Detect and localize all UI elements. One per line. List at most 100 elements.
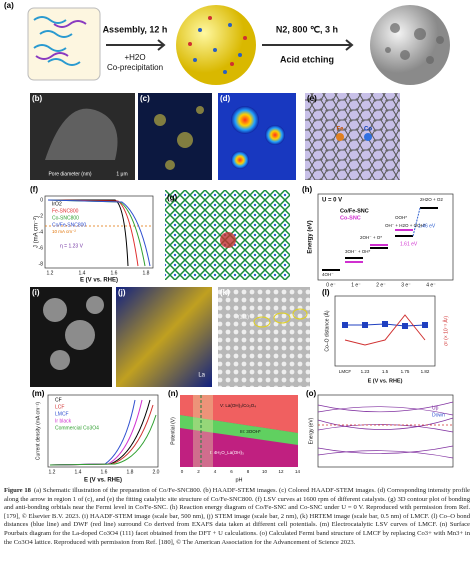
label: N2, 800 ℃, 3 h — [276, 24, 338, 34]
label: 1.4 — [75, 469, 82, 475]
label: 10 mA cm⁻² — [52, 229, 76, 234]
label: Acid etching — [280, 54, 334, 64]
sphere — [176, 5, 256, 85]
label: Fe — [336, 127, 344, 133]
image-c — [138, 93, 212, 180]
label: 2 e⁻ — [376, 282, 386, 288]
image-j — [116, 287, 212, 387]
label: U = 0 V — [322, 198, 342, 204]
arrow — [106, 39, 166, 51]
label: Co-SNC800 — [52, 215, 79, 221]
axes-l — [334, 295, 436, 367]
label: OH⁻ + H2O + OOH* — [385, 223, 426, 228]
label: Down — [432, 412, 445, 418]
label: 1.8 — [127, 469, 134, 475]
label: 3OH⁻ + OH* — [345, 249, 371, 254]
label: 3 e⁻ — [401, 282, 411, 288]
label: Potential (V) — [170, 417, 176, 445]
label: 1 e⁻ — [351, 282, 361, 288]
label: -6 — [39, 245, 44, 251]
caption: Figure 18 (a) Schematic illustration of t… — [4, 487, 470, 547]
label: 1 μm — [116, 171, 127, 177]
panel-label: (c) — [140, 94, 150, 103]
panel-label: (g) — [167, 193, 178, 202]
label: Up — [432, 405, 439, 411]
label: 14 — [295, 469, 301, 474]
label: 10 — [262, 469, 268, 474]
panel-label: (i) — [32, 288, 40, 297]
label: 1.82 — [421, 369, 430, 374]
arrow — [262, 39, 354, 51]
panel-label: (j) — [118, 288, 126, 297]
label: 1.6 — [101, 469, 108, 475]
figure: (a) (b) (c) (d) (e) (f) (g) (h) (i) (j) (k) (l) (m) (… — [4, 1, 454, 484]
label: IrO2 — [52, 201, 62, 207]
label: E (V vs. RHE) — [368, 378, 403, 384]
label: LMCF — [339, 369, 352, 374]
label: (111) — [238, 314, 249, 320]
label: 8 — [247, 469, 250, 474]
label: 4OH⁻ — [322, 272, 334, 277]
label: 1.75 — [401, 369, 410, 374]
label: Commercial Co3O4 — [55, 425, 99, 431]
caption-text: (a) Schematic illustration of the prepar… — [4, 487, 470, 546]
label: 1.23 — [361, 369, 370, 374]
label: Co–O distance (Å) — [323, 310, 330, 351]
panel-label: (e) — [307, 94, 317, 103]
label: V: La(OH)₃/Co₃O₄ — [220, 403, 256, 408]
label: III: 3OOH* — [240, 429, 261, 434]
panel-label: (b) — [32, 94, 43, 103]
label: 1.5 — [382, 369, 389, 374]
label: 2H2O + O2 — [420, 197, 443, 202]
label: pH — [235, 477, 242, 483]
caption-label: Figure 18 — [4, 487, 31, 494]
panel-label: (n) — [168, 389, 179, 398]
label: Co — [364, 127, 372, 133]
label: Assembly, 12 h — [103, 24, 168, 34]
axes-h — [317, 193, 454, 281]
label: -8 — [39, 261, 44, 267]
label: +H2O — [124, 53, 145, 62]
dots — [193, 23, 242, 74]
label: Co-SNC — [340, 215, 361, 221]
axes-f — [44, 195, 154, 269]
label: 1.2 — [47, 270, 54, 276]
label: η = 1.23 V — [60, 243, 84, 249]
panel-label: (d) — [220, 94, 231, 103]
panel-label: (l) — [322, 288, 330, 297]
label: 6 — [230, 469, 233, 474]
label: 1.6 — [111, 270, 118, 276]
label: I: 4H₂O_La(OH)₃ — [210, 450, 244, 455]
label: J (mA cm⁻²) — [34, 216, 40, 248]
panel-label: (h) — [302, 185, 313, 194]
axes-o — [317, 394, 454, 468]
label: LMCF — [55, 411, 69, 417]
label: 2OH⁻ + O* — [360, 235, 382, 240]
polymer — [33, 16, 81, 66]
label: Energy (eV) — [308, 417, 314, 444]
label: 1.8 — [143, 270, 150, 276]
label: 1.61 eV — [400, 241, 418, 247]
panel-label: (f) — [30, 185, 38, 194]
porous-sphere — [370, 5, 450, 85]
steps — [322, 207, 438, 271]
label: 12 — [278, 469, 284, 474]
label: -4 — [39, 229, 44, 235]
label: La — [198, 373, 205, 379]
label: 4 — [214, 469, 217, 474]
polymer — [35, 20, 87, 60]
label: 0 e⁻ — [326, 282, 336, 288]
label: 0 — [181, 469, 184, 474]
beaker — [27, 7, 101, 81]
label: 4 e⁻ — [426, 282, 436, 288]
panel-label: (a) — [4, 1, 14, 10]
panel-label: (k) — [220, 288, 230, 297]
panel-label: (m) — [32, 389, 45, 398]
label: OOH* — [395, 215, 407, 220]
label: E (V vs. RHE) — [84, 478, 122, 484]
axes-m — [47, 394, 159, 468]
label: -2 — [39, 213, 44, 219]
image-k — [218, 287, 310, 387]
label: 1.4 — [79, 270, 86, 276]
